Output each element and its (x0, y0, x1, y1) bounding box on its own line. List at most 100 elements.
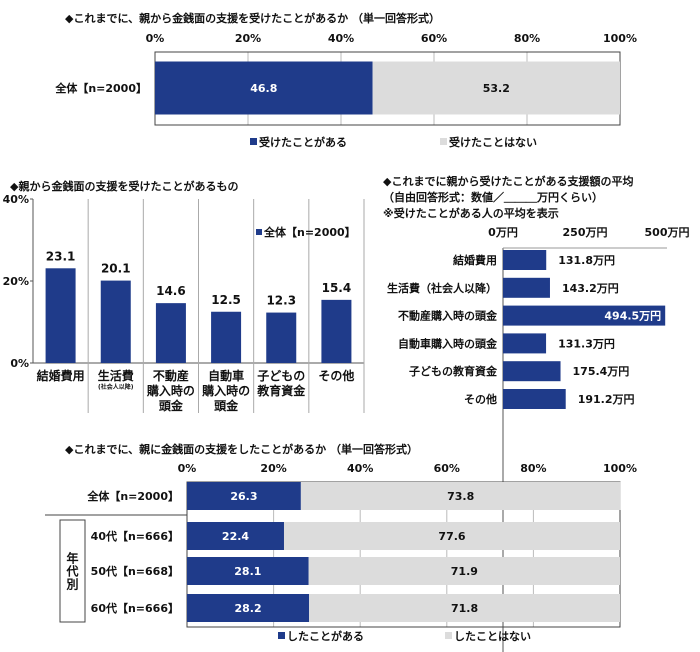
chart3-bar (503, 361, 561, 382)
chart4-xtick: 100% (603, 462, 637, 475)
chart2-ytick: 20% (3, 275, 29, 288)
chart2-bar (45, 268, 76, 363)
chart3-data-label: 131.3万円 (558, 337, 615, 350)
chart4-xtick: 40% (347, 462, 373, 475)
chart1-data-label: 46.8 (250, 82, 277, 95)
chart4-category-label: 60代【n=666】 (91, 601, 179, 615)
chart1-legend-label: 受けたことがある (259, 135, 347, 149)
chart2-legend-swatch (256, 229, 262, 235)
chart3-title-1: ◆これまでに親から受けたことがある支援額の平均 (383, 175, 634, 188)
chart2-bar (211, 311, 242, 363)
chart2-legend-label: 全体【n=2000】 (263, 225, 356, 239)
chart4-legend-swatch (278, 632, 285, 639)
chart4-xtick: 20% (260, 462, 286, 475)
chart3-category-label: その他 (464, 392, 497, 406)
chart1-title: ◆これまでに、親から金銭面の支援を受けたことがあるか （単一回答形式） (65, 12, 440, 25)
chart4-legend-label: したことがある (287, 629, 364, 643)
chart4-data-label: 71.9 (451, 565, 478, 578)
chart3-title-3: ※受けたことがある人の平均を表示 (383, 207, 559, 220)
chart3-xtick: 250万円 (563, 226, 608, 239)
chart1-bar-yes (155, 61, 373, 115)
chart2-category-label: 不動産 (153, 368, 189, 383)
chart3-xtick: 0万円 (488, 226, 518, 239)
chart3-title-2: （自由回答形式：数値／＿＿＿万円くらい） (383, 191, 603, 204)
chart4-bar-yes (187, 557, 309, 585)
chart2-category-label: 生活費 (98, 368, 134, 383)
chart2-category-label: 頭金 (214, 398, 239, 413)
chart4-bar-no (283, 522, 620, 550)
chart4-bar-no (308, 557, 620, 585)
chart2-ytick: 40% (3, 193, 29, 206)
chart4-data-label: 73.8 (447, 490, 474, 503)
chart4-legend-swatch (445, 632, 452, 639)
chart4-category-label: 全体【n=2000】 (86, 489, 179, 503)
chart1-xtick: 20% (235, 32, 261, 45)
chart2-data-label: 20.1 (101, 262, 131, 276)
chart2-bar (321, 299, 352, 363)
chart3-bar (503, 277, 550, 298)
chart2-data-label: 23.1 (46, 249, 76, 263)
chart1-category-label: 全体【n=2000】 (54, 81, 147, 95)
chart1-xtick: 60% (421, 32, 447, 45)
chart4-title: ◆これまでに、親に金銭面の支援をしたことがあるか （単一回答形式） (65, 443, 418, 456)
chart2-category-label: 頭金 (159, 398, 184, 413)
chart3-category-label: 子どもの教育資金 (409, 364, 498, 378)
chart1-legend-swatch (440, 138, 447, 145)
chart2-category-label: 結婚費用 (37, 368, 85, 383)
chart2-data-label: 14.6 (156, 284, 186, 298)
chart3-bar (503, 250, 547, 270)
chart4-data-label: 28.2 (234, 602, 261, 615)
chart4-data-label: 26.3 (230, 490, 257, 503)
chart3-category-label: 自動車購入時の頭金 (398, 336, 498, 350)
chart2-category-label: 子どもの (257, 369, 305, 383)
chart2-category-label: 教育資金 (256, 383, 306, 398)
chart2-data-label: 12.3 (266, 294, 296, 308)
chart4-group-label: 年代別 (65, 551, 79, 591)
chart3-data-label: 143.2万円 (562, 282, 619, 295)
chart4-bar-yes (187, 482, 301, 510)
chart3-bar (503, 389, 566, 409)
chart4-legend-label: したことはない (454, 630, 531, 643)
chart1-xtick: 100% (603, 32, 637, 45)
chart4-data-label: 22.4 (222, 530, 249, 543)
chart3-category-label: 不動産購入時の頭金 (398, 309, 498, 323)
chart4-xtick: 0% (178, 462, 197, 475)
chart3-category-label: 結婚費用 (453, 253, 497, 267)
chart3-bar (503, 305, 666, 326)
chart2-data-label: 15.4 (322, 281, 352, 295)
chart2-data-label: 12.5 (211, 293, 241, 307)
chart2-category-label: (社会人以降) (98, 383, 134, 391)
chart1-xtick: 0% (146, 32, 165, 45)
chart1-xtick: 80% (514, 32, 540, 45)
chart3-data-label: 131.8万円 (558, 254, 615, 267)
chart4-group-label-box: 年代別 (60, 520, 85, 622)
chart4-data-label: 28.1 (234, 565, 261, 578)
chart2-ytick: 0% (10, 357, 29, 370)
chart3-xtick: 500万円 (645, 226, 690, 239)
chart2-category-label: 購入時の (201, 383, 250, 398)
chart1-legend-label: 受けたことはない (449, 135, 537, 149)
chart2-title: ◆親から金銭面の支援を受けたことがあるもの (10, 180, 239, 193)
chart4-data-label: 71.8 (451, 602, 478, 615)
chart2-category-label: 自動車 (208, 368, 244, 383)
chart2-category-label: 購入時の (146, 383, 195, 398)
chart1-data-label: 53.2 (483, 82, 510, 95)
chart3-bar (503, 333, 547, 354)
chart3-data-label: 494.5万円 (604, 310, 661, 323)
chart2-bar (155, 303, 186, 363)
chart2-bar (100, 280, 131, 363)
chart1-xtick: 40% (328, 32, 354, 45)
chart4-category-label: 50代【n=668】 (91, 564, 179, 578)
chart3-category-label: 生活費（社会人以降） (387, 281, 497, 295)
chart4-xtick: 60% (434, 462, 460, 475)
chart4-group-box (59, 519, 86, 623)
chart4-bar-yes (187, 522, 284, 550)
chart1-bar-no (372, 61, 620, 115)
chart2-bar (266, 312, 297, 363)
chart4-xtick: 80% (520, 462, 546, 475)
chart4-category-label: 40代【n=666】 (91, 529, 179, 543)
chart4-data-label: 77.6 (438, 530, 465, 543)
chart3-data-label: 191.2万円 (578, 393, 635, 406)
